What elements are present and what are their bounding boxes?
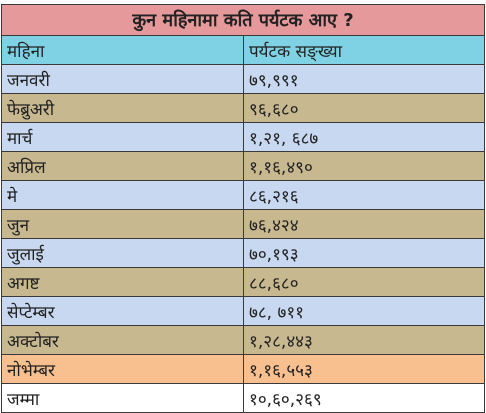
count-cell: १,२८,४४३ [243, 325, 485, 355]
month-cell: सेप्टेम्बर [1, 296, 244, 326]
table-row: अक्टोबर १,२८,४४३ [1, 325, 485, 355]
month-cell: मे [1, 180, 244, 210]
month-cell: नोभेम्बर [1, 354, 244, 384]
table-row: मार्च १,२१, ६८७ [1, 122, 485, 152]
count-cell: ७९,९९१ [243, 64, 485, 94]
count-cell: १,१६,४९० [243, 151, 485, 181]
table-row: जुलाई ७०,१९३ [1, 238, 485, 268]
table-row: नोभेम्बर १,१६,५५३ [1, 354, 485, 384]
month-cell: फेब्रुअरी [1, 93, 244, 123]
count-cell: ८८,६८० [243, 267, 485, 297]
month-cell: अप्रिल [1, 151, 244, 181]
title-row: कुन महिनामा कति पर्यटक आए ? [1, 4, 485, 36]
month-cell: जम्मा [1, 383, 244, 413]
count-cell: ८६,२१६ [243, 180, 485, 210]
tourist-table: कुन महिनामा कति पर्यटक आए ? महिना पर्यटक… [1, 4, 485, 413]
month-cell: मार्च [1, 122, 244, 152]
count-cell: ७८, ७११ [243, 296, 485, 326]
total-row: जम्मा १०,६०,२६९ [1, 383, 485, 413]
count-cell: ९६,६८० [243, 93, 485, 123]
count-cell: ७६,४२४ [243, 209, 485, 239]
table-row: अगष्ट ८८,६८० [1, 267, 485, 297]
count-cell: १,१६,५५३ [243, 354, 485, 384]
table-body: जनवरी ७९,९९१ फेब्रुअरी ९६,६८० मार्च १,२१, ६८७… [1, 64, 485, 413]
count-cell: १,२१, ६८७ [243, 122, 485, 152]
month-cell: जुलाई [1, 238, 244, 268]
table-row: सेप्टेम्बर ७८, ७११ [1, 296, 485, 326]
month-cell: अगष्ट [1, 267, 244, 297]
month-cell: अक्टोबर [1, 325, 244, 355]
header-row: महिना पर्यटक सङ्ख्या [1, 35, 485, 65]
table-row: फेब्रुअरी ९६,६८० [1, 93, 485, 123]
header-month: महिना [1, 35, 244, 65]
month-cell: जुन [1, 209, 244, 239]
table-row: अप्रिल १,१६,४९० [1, 151, 485, 181]
header-count: पर्यटक सङ्ख्या [243, 35, 485, 65]
table-row: जुन ७६,४२४ [1, 209, 485, 239]
count-cell: ७०,१९३ [243, 238, 485, 268]
table-row: जनवरी ७९,९९१ [1, 64, 485, 94]
count-cell: १०,६०,२६९ [243, 383, 485, 413]
table-title: कुन महिनामा कति पर्यटक आए ? [1, 4, 485, 36]
table-row: मे ८६,२१६ [1, 180, 485, 210]
month-cell: जनवरी [1, 64, 244, 94]
